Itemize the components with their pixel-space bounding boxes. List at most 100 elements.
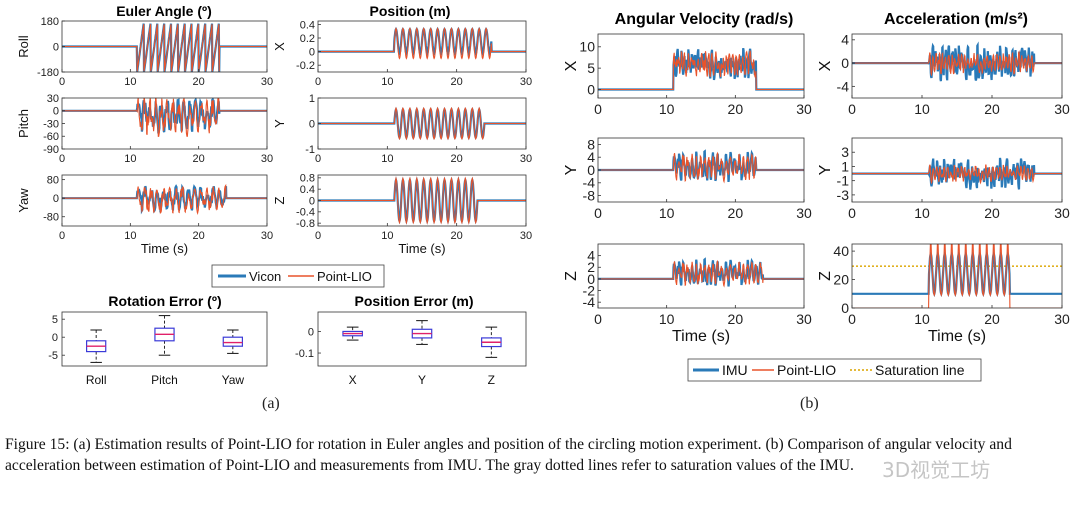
y-tick-label: 0 (587, 81, 595, 97)
series-vicon (62, 98, 267, 134)
subplot-3: 0 10 20 300.40.20-0.2X (272, 19, 532, 88)
y-axis-label: X (817, 60, 834, 71)
series-point-lio (598, 50, 804, 91)
legend-pointlio-label: Point-LIO (317, 269, 372, 284)
angular-velocity-title: Angular Velocity (rad/s) (615, 11, 794, 28)
y-tick-label: -2 (583, 282, 596, 298)
x-tick-label: 10 (914, 101, 930, 117)
category-label: Z (488, 373, 495, 387)
series-point-lio (318, 176, 526, 225)
x-tick-label: 0 (59, 153, 65, 165)
x-tick-label: 30 (520, 230, 532, 242)
series-point-lio (318, 106, 526, 141)
y-axis-label: Roll (16, 35, 31, 58)
y-tick-label: 180 (41, 16, 59, 28)
x-tick-label: 0 (315, 153, 321, 165)
euler-angle-title: Euler Angle (º) (116, 3, 212, 19)
y-tick-label: -3 (837, 187, 850, 203)
y-axis-label: Z (817, 271, 834, 281)
series-point-lio (62, 183, 267, 215)
x-tick-label: 30 (1054, 205, 1070, 221)
y-tick-label: 0 (308, 326, 314, 338)
x-tick-label: 0 (59, 76, 65, 88)
x-tick-label: 10 (124, 153, 136, 165)
x-tick-label: 0 (315, 76, 321, 88)
category-label: Roll (86, 373, 107, 387)
x-axis-label: Time (s) (928, 328, 986, 345)
x-tick-label: 10 (124, 230, 136, 242)
x-tick-label: 0 (594, 311, 602, 327)
x-tick-label: 20 (193, 230, 205, 242)
x-axis-label: Time (s) (398, 241, 445, 256)
x-tick-label: 30 (796, 205, 812, 221)
x-tick-label: 10 (659, 311, 675, 327)
y-axis-label: Z (563, 271, 580, 281)
x-tick-label: 0 (315, 230, 321, 242)
y-axis-label: Pitch (16, 109, 31, 138)
x-tick-label: 0 (848, 311, 856, 327)
x-tick-label: 20 (451, 76, 463, 88)
x-tick-label: 10 (381, 76, 393, 88)
x-tick-label: 10 (381, 230, 393, 242)
x-tick-label: 30 (520, 153, 532, 165)
series-point-lio (852, 50, 1062, 77)
y-tick-label: -1 (837, 173, 850, 189)
x-tick-label: 20 (193, 76, 205, 88)
x-tick-label: 30 (261, 230, 273, 242)
y-tick-label: -5 (48, 350, 58, 362)
x-tick-label: 0 (848, 205, 856, 221)
y-axis-label: Z (272, 196, 287, 204)
y-axis-label: Yaw (16, 188, 31, 213)
y-tick-label: -4 (583, 294, 596, 310)
y-tick-label: 0 (52, 332, 58, 344)
series-point-lio (598, 151, 804, 184)
x-tick-label: 30 (1054, 101, 1070, 117)
y-tick-label: 1 (841, 158, 849, 174)
axes-frame (851, 137, 1063, 203)
panel-a-label: (a) (262, 395, 280, 412)
x-tick-label: 10 (659, 101, 675, 117)
x-tick-label: 0 (594, 101, 602, 117)
x-tick-label: 20 (728, 311, 744, 327)
y-tick-label: 5 (587, 60, 595, 76)
y-tick-label: 4 (587, 149, 595, 165)
x-tick-label: 20 (984, 101, 1000, 117)
axes-frame (851, 243, 1063, 309)
position-error-title: Position Error (m) (354, 293, 473, 309)
y-tick-label: 40 (833, 243, 849, 259)
series-point-lio (62, 24, 267, 72)
series-point-lio (852, 244, 1062, 308)
y-tick-label: -0.8 (296, 218, 315, 230)
axes-frame (851, 33, 1063, 99)
y-tick-label: -0.2 (296, 60, 315, 72)
x-tick-label: 20 (984, 205, 1000, 221)
category-label: Yaw (222, 373, 245, 387)
x-axis-label: Time (s) (672, 328, 730, 345)
y-tick-label: 4 (841, 32, 849, 48)
x-tick-label: 30 (520, 76, 532, 88)
axes-frame (597, 243, 805, 309)
subplot-13: 0 10 20 30 40 20 0 Z Time (s) (817, 243, 1070, 345)
series-point-lio (62, 98, 267, 137)
y-tick-label: -90 (43, 144, 59, 156)
y-tick-label: -80 (43, 212, 59, 224)
y-tick-label: 1 (309, 93, 315, 105)
x-tick-label: 20 (451, 153, 463, 165)
y-axis-label: Y (563, 164, 580, 175)
subplot-6: Roll Pitch Yaw 5 0 -5 (48, 311, 268, 387)
y-tick-label: 0 (309, 118, 315, 130)
y-tick-label: -60 (43, 131, 59, 143)
x-tick-label: 10 (914, 205, 930, 221)
position-title: Position (m) (370, 3, 451, 19)
x-tick-label: 10 (914, 311, 930, 327)
y-tick-label: 0 (587, 162, 595, 178)
category-label: Pitch (151, 373, 178, 387)
y-tick-label: -30 (43, 118, 59, 130)
